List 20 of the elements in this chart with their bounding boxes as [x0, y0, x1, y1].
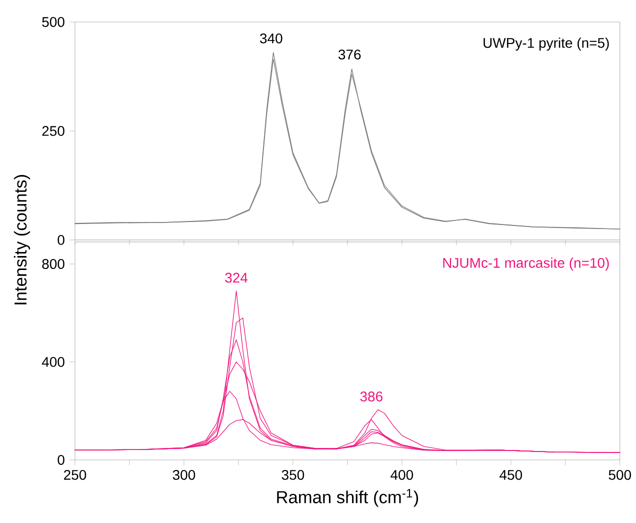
- y-tick-label: 0: [58, 235, 64, 245]
- x-tick-label: 450: [500, 470, 522, 480]
- x-tick-label: 500: [608, 470, 632, 480]
- annotation: 324: [225, 272, 248, 283]
- x-axis-title: Raman shift (cm$^{-1}$): [277, 489, 418, 507]
- y-tick-label: 500: [42, 17, 64, 27]
- x-tick-label: 400: [390, 470, 414, 480]
- x-tick-label: 250: [64, 470, 86, 480]
- annotation: 386: [360, 392, 382, 402]
- y-tick-label: 400: [42, 357, 64, 367]
- y-tick-label: 250: [42, 126, 64, 136]
- annotation: UWPy-1 pyrite (n=5): [484, 38, 609, 51]
- annotation: NJUMc-1 marcasite (n=10): [443, 258, 609, 271]
- annotation: 340: [260, 34, 282, 44]
- x-tick-label: 300: [172, 470, 196, 480]
- y-tick-label: 0: [58, 455, 64, 465]
- x-tick-label: 350: [282, 470, 304, 480]
- annotation: 376: [338, 50, 361, 60]
- y-tick-label: 800: [42, 259, 64, 270]
- y-axis-title: Intensity (counts): [14, 175, 30, 304]
